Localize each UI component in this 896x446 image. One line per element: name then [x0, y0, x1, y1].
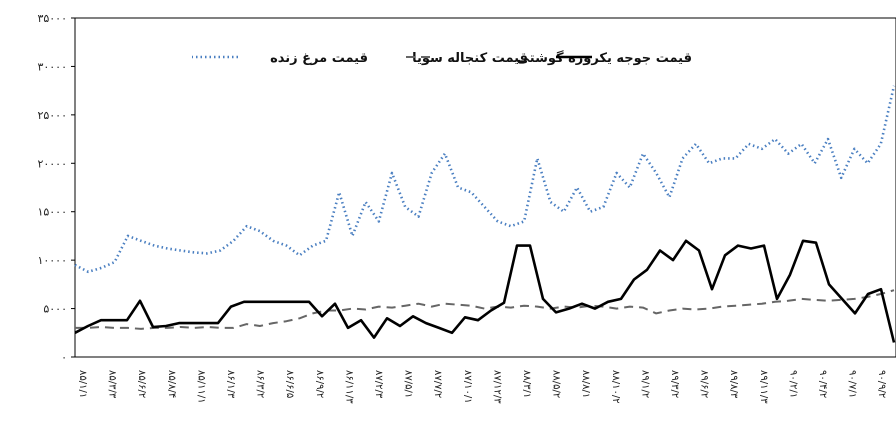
y-axis: ۰ ۵۰۰۰ ۱۰۰۰۰ ۱۵۰۰۰ ۲۰۰۰۰ ۲۵۰۰۰ ۳۰۰۰۰ ۳۵۰۰۰ [37, 12, 75, 364]
y-tick-label: ۲۵۰۰۰ [37, 109, 67, 122]
series-line-broiler-chick [74, 239, 896, 343]
x-tick-label: ۸۶/۶/۵ [284, 370, 295, 398]
x-tick-label: ۸۵/۶/۲ [136, 370, 147, 398]
x-tick-label: ۹۰/۲/۱ [787, 370, 798, 398]
y-tick-label: ۰ [61, 351, 67, 364]
x-tick-label: ۸۷/۱۰/۱ [462, 370, 473, 404]
x-tick-label: ۹۰/۹/۲ [876, 370, 887, 398]
x-tick-label: ۸۸/۵/۲ [551, 370, 562, 398]
plot-area [74, 17, 896, 358]
x-tick-label: ۸۹/۱۱/۳ [758, 370, 769, 404]
x-tick-label: ۸۸/۱۰/۲ [610, 370, 621, 404]
x-tick-label: ۸۹/۶/۲ [699, 370, 710, 398]
x-tick-label: ۸۸/۳/۱ [521, 370, 532, 398]
y-tick-label: ۳۵۰۰۰ [37, 12, 67, 25]
x-axis: ۸۵/۱/۱ ۸۵/۳/۳ ۸۵/۶/۲ ۸۵/۸/۴ ۸۵/۱۱/۱ ۸۶/۱/۳ ۸۶/… [77, 370, 887, 404]
x-tick-label: ۸۵/۸/۴ [166, 370, 177, 398]
x-tick-label: ۸۷/۵/۱ [403, 370, 414, 398]
x-tick-label: ۸۷/۲/۳ [373, 370, 384, 399]
x-tick-label: ۸۷/۷/۲ [432, 370, 443, 398]
x-tick-label: ۸۶/۹/۲ [314, 370, 325, 398]
x-tick-label: ۸۹/۱/۲ [639, 370, 650, 398]
legend-label-live-chicken: قیمت مرغ زنده [270, 51, 368, 66]
x-tick-label: ۸۷/۱۲/۳ [491, 370, 502, 404]
x-tick-label: ۸۵/۱۱/۱ [195, 370, 206, 404]
x-tick-label: ۹۰/۴/۲ [817, 370, 828, 398]
x-tick-label: ۸۹/۸/۳ [728, 370, 739, 399]
series-lines [74, 85, 896, 343]
x-tick-label: ۸۶/۳/۲ [255, 370, 266, 398]
legend-label-broiler-chick: قیمت جوجه یکروزه گوشتی [517, 50, 692, 66]
legend-label-soy-meal: قیمت کنجاله سویا [412, 51, 528, 66]
x-tick-label: ۸۵/۱/۱ [77, 370, 88, 398]
y-tick-label: ۳۰۰۰۰ [37, 60, 67, 73]
y-tick-label: ۱۰۰۰۰ [37, 254, 67, 267]
x-tick-label: ۸۹/۳/۲ [669, 370, 680, 398]
series-line-live-chicken [74, 85, 896, 274]
legend: قیمت جوجه یکروزه گوشتی قیمت کنجاله سویا … [192, 50, 692, 66]
x-tick-label: ۹۰/۷/۱ [847, 370, 858, 398]
series-line-soy-meal [75, 289, 895, 330]
y-tick-label: ۵۰۰۰ [43, 303, 67, 316]
y-tick-label: ۱۵۰۰۰ [37, 206, 67, 219]
x-tick-label: ۸۶/۱/۳ [225, 370, 236, 399]
y-tick-label: ۲۰۰۰۰ [37, 157, 67, 170]
x-tick-label: ۸۸/۸/۱ [580, 370, 591, 398]
x-tick-label: ۸۵/۳/۳ [107, 370, 118, 399]
x-tick-label: ۸۶/۱۱/۳ [343, 370, 354, 404]
